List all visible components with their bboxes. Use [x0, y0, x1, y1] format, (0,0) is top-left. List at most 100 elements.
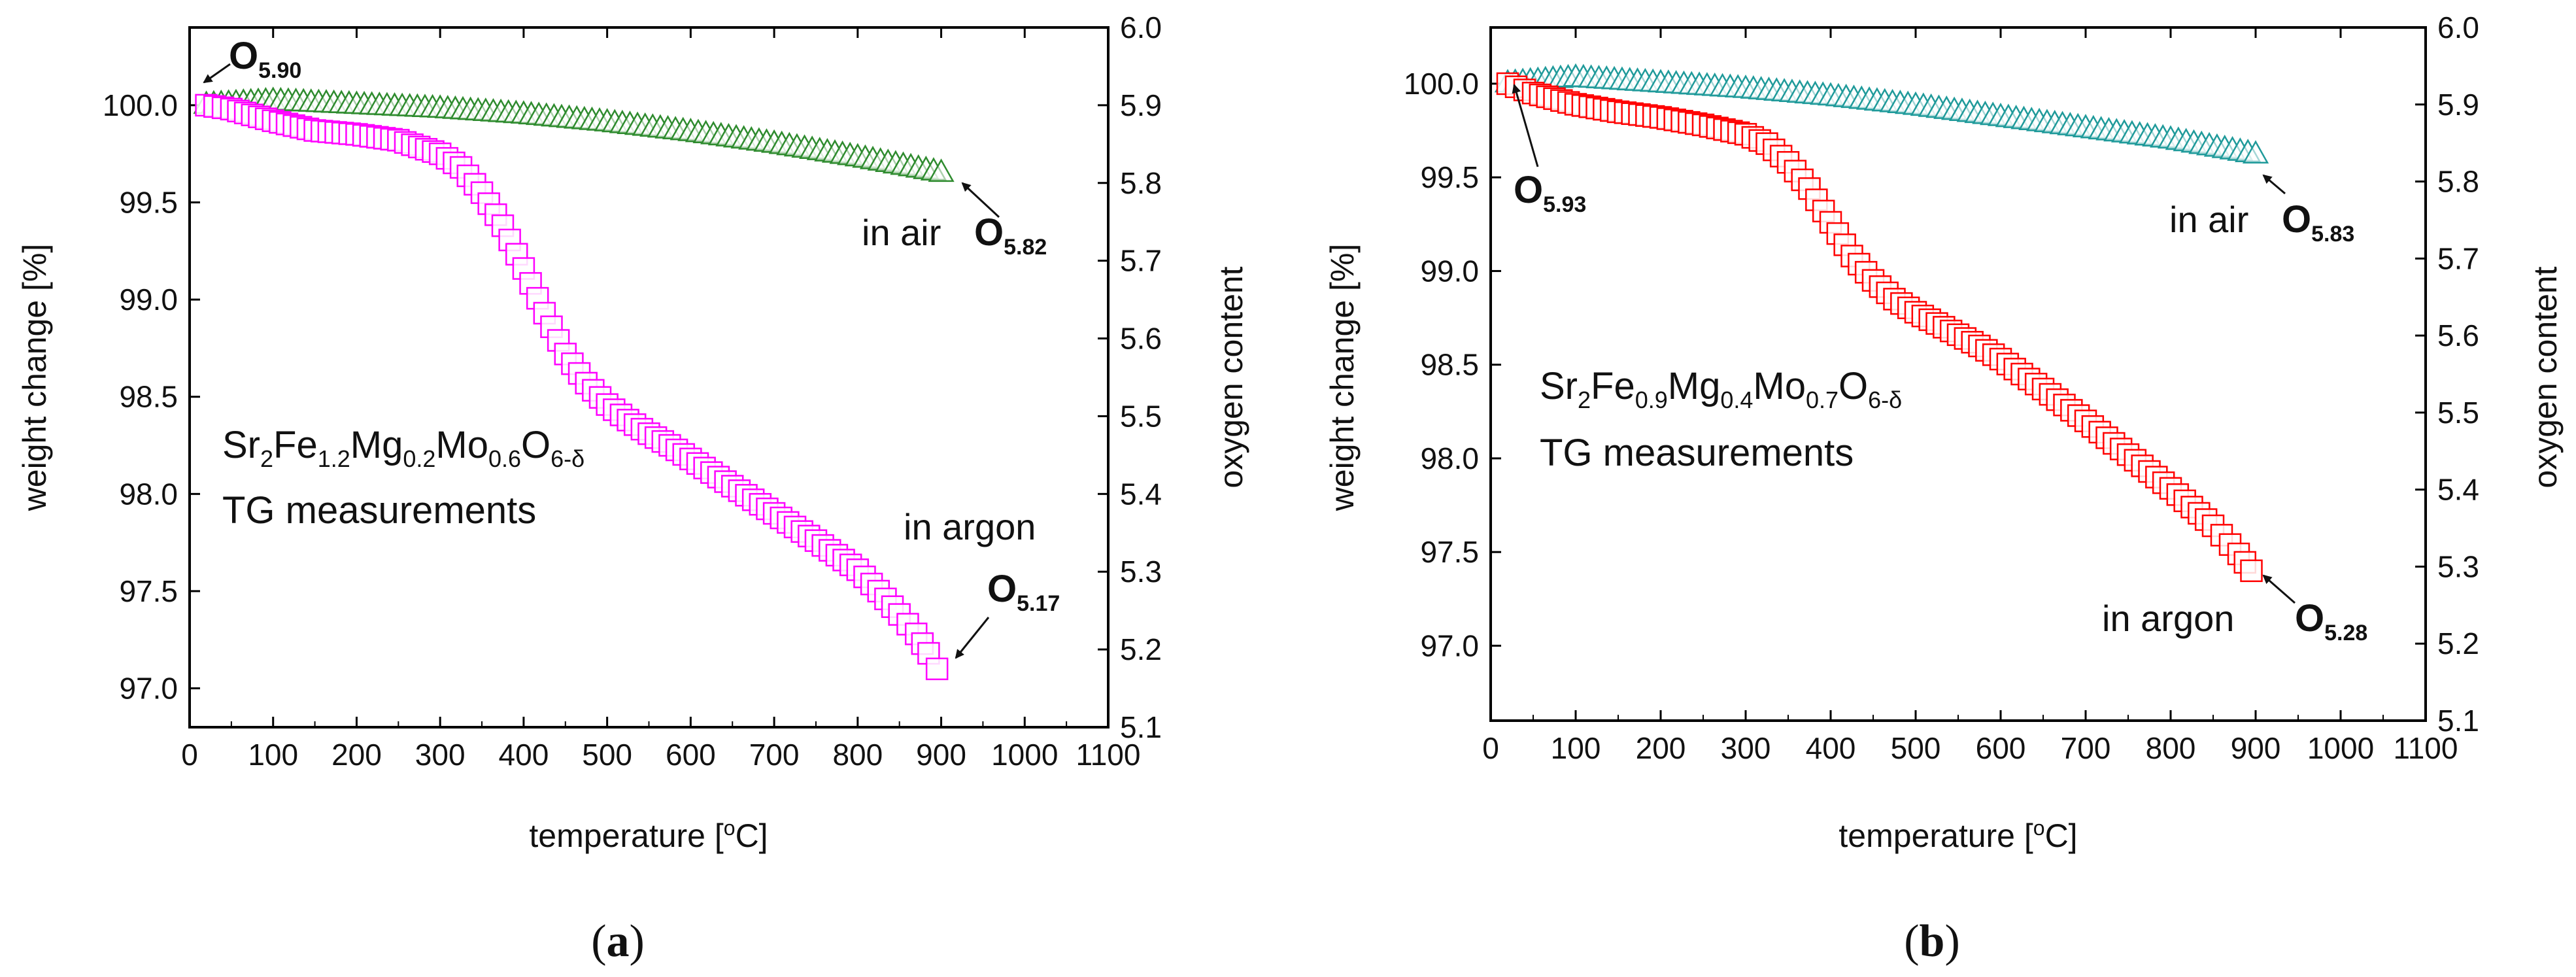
panel-a-y2-tick-label: 5.2 — [1120, 632, 1162, 666]
panel-b-y2-tick-label: 5.5 — [2437, 396, 2479, 430]
panel-a-x-tick-label: 100 — [248, 738, 298, 772]
panel-a-y2-axis-title: oxygen content — [1213, 266, 1249, 488]
panel-b-x-tick-label: 700 — [2061, 731, 2111, 765]
panel-a-in-air-point — [928, 158, 955, 182]
panel-b-y2-tick-label: 5.3 — [2437, 549, 2479, 583]
panel-a-label: (a) — [591, 916, 645, 967]
panel-b-composition-part: 6-δ — [1868, 386, 1902, 413]
panel-b-y2-tick-label: 5.4 — [2437, 473, 2479, 507]
panel-b-composition-part: 2 — [1578, 386, 1591, 413]
panel-a-composition-part: 6-δ — [551, 445, 585, 472]
panel-a-x-tick-label: 300 — [415, 738, 466, 772]
panel-a-composition-part: 1.2 — [318, 445, 350, 472]
panel-b-chart: 0 100 200 300 400 500 600 700 800 900 1000 1100 97.… — [1324, 10, 2564, 967]
panel-b-y2-tick-label: 5.9 — [2437, 88, 2479, 122]
panel-a-y-tick-label: 98.0 — [119, 477, 178, 511]
panel-a-x-tick-label: 1000 — [991, 738, 1058, 772]
panel-b-x-tick-label: 1100 — [2394, 731, 2458, 765]
panel-b-y-tick-label: 98.0 — [1420, 441, 1479, 475]
panel-a-x-tick-label: 1100 — [1076, 738, 1141, 772]
panel-b-y-tick-label: 97.5 — [1420, 535, 1479, 569]
panel-b-y2-tick-label: 6.0 — [2437, 10, 2479, 44]
panel-a-y-axis-title: weight change [%] — [16, 244, 53, 512]
panel-a-y2-tick-label: 5.7 — [1120, 244, 1162, 278]
panel-a-y-tick-label: 97.5 — [119, 574, 178, 608]
panel-a-y-tick-label: 97.0 — [119, 672, 178, 706]
panel-b-y2-tick-label: 5.8 — [2437, 165, 2479, 199]
panel-b-x-tick-label: 900 — [2231, 731, 2281, 765]
panel-a-y2-tick-label: 5.4 — [1120, 477, 1162, 511]
panel-a-y2-tick-label: 6.0 — [1120, 10, 1162, 44]
panel-a-y2-tick-label: 5.5 — [1120, 399, 1162, 433]
panel-a-x-tick-label: 0 — [181, 738, 198, 772]
panel-b-o-air-end-label: O5.83 — [2282, 198, 2354, 247]
panel-a-y2-tick-label: 5.9 — [1120, 88, 1162, 122]
panel-a-o-start-label: O5.90 — [229, 35, 301, 83]
panel-b-o-start-label: O5.93 — [1514, 169, 1586, 217]
panel-a-o-start-arrow — [203, 63, 231, 84]
panel-b-composition-label: Sr2Fe0.9Mg0.4Mo0.7O6-δ — [1540, 365, 1902, 413]
panel-a-y2-tick-label: 5.3 — [1120, 555, 1162, 589]
panel-b-composition-part: O — [1839, 365, 1868, 407]
panel-a-y-tick-label: 99.5 — [119, 186, 178, 220]
panel-b-composition-part: Fe — [1591, 365, 1635, 407]
panel-b-y-tick-label: 98.5 — [1420, 348, 1479, 382]
panel-a-y2-tick-label: 5.8 — [1120, 166, 1162, 200]
panel-a-composition-part: Mg — [350, 424, 403, 466]
panel-b-x-tick-label: 400 — [1806, 731, 1856, 765]
panel-b-o-start-arrow — [1512, 84, 1539, 167]
panel-a-x-tick-label: 400 — [499, 738, 549, 772]
panel-a-composition-part: 2 — [260, 445, 273, 472]
panel-b-o-argon-end-label: O5.28 — [2295, 597, 2367, 645]
panel-b-composition-part: Mg — [1668, 365, 1721, 407]
panel-a-o-argon-end-arrow — [955, 617, 990, 659]
panel-a-composition-part: O — [521, 424, 551, 466]
panel-b-composition-part: 0.4 — [1720, 386, 1753, 413]
panel-a-y2-tick-label: 5.6 — [1120, 322, 1162, 356]
panel-b-composition-part: Sr — [1540, 365, 1578, 407]
panel-a-in-argon-point — [925, 657, 949, 681]
panel-b-y2-axis-title: oxygen content — [2527, 266, 2564, 488]
panel-b-o-air-end-arrow — [2262, 174, 2286, 195]
panel-a-o-argon-end-label: O5.17 — [987, 568, 1060, 616]
panel-b-in-argon-point — [2240, 559, 2263, 583]
panel-b-x-tick-label: 1000 — [2307, 731, 2374, 765]
panel-b-y-tick-label: 97.0 — [1420, 628, 1479, 662]
panel-a-x-tick-label: 800 — [832, 738, 883, 772]
panel-b-method-label: TG measurements — [1540, 432, 1854, 474]
panel-a-x-tick-label: 600 — [666, 738, 716, 772]
panel-a-composition-part: 0.2 — [403, 445, 435, 472]
panel-a-composition-part: Fe — [273, 424, 318, 466]
panel-a-composition-label: Sr2Fe1.2Mg0.2Mo0.6O6-δ — [222, 424, 585, 472]
panel-b-x-tick-label: 0 — [1482, 731, 1499, 765]
panel-b-y-tick-label: 99.0 — [1420, 254, 1479, 288]
panel-b-x-tick-label: 300 — [1721, 731, 1771, 765]
panel-b-composition-part: Mo — [1753, 365, 1806, 407]
panel-a-y-tick-label: 99.0 — [119, 283, 178, 317]
panel-b-x-tick-label: 800 — [2146, 731, 2196, 765]
panel-b-x-tick-label: 500 — [1891, 731, 1941, 765]
panel-a-y-tick-label: 100.0 — [103, 88, 178, 122]
panel-a-x-tick-label: 900 — [916, 738, 966, 772]
panel-a-composition-part: Sr — [222, 424, 260, 466]
panel-b-argon-label: in argon — [2102, 598, 2234, 639]
panel-b-x-tick-label: 600 — [1976, 731, 2026, 765]
panel-a-x-tick-label: 500 — [582, 738, 632, 772]
panel-b-y-tick-label: 100.0 — [1404, 67, 1479, 101]
panel-b-y2-tick-label: 5.2 — [2437, 626, 2479, 660]
panel-a-argon-label: in argon — [904, 506, 1036, 547]
panel-b-y2-tick-label: 5.1 — [2437, 704, 2479, 738]
panel-a-air-label: in air — [862, 212, 941, 253]
panel-a-x-tick-label: 700 — [749, 738, 800, 772]
panel-b-x-tick-label: 100 — [1551, 731, 1601, 765]
panel-b-o-argon-end-arrow — [2262, 574, 2296, 604]
panel-a-y-tick-label: 98.5 — [119, 380, 178, 414]
panel-a-method-label: TG measurements — [222, 489, 536, 532]
panel-a-o-air-end-label: O5.82 — [974, 211, 1047, 260]
panel-a-y2-tick-label: 5.1 — [1120, 710, 1162, 744]
panel-b-y2-tick-label: 5.6 — [2437, 318, 2479, 352]
panel-b-in-air-point — [2242, 140, 2269, 164]
panel-a-chart: 0 100 200 300 400 500 600 700 800 900 1000 1100 97.… — [16, 10, 1249, 967]
panel-b-label: (b) — [1904, 916, 1960, 967]
